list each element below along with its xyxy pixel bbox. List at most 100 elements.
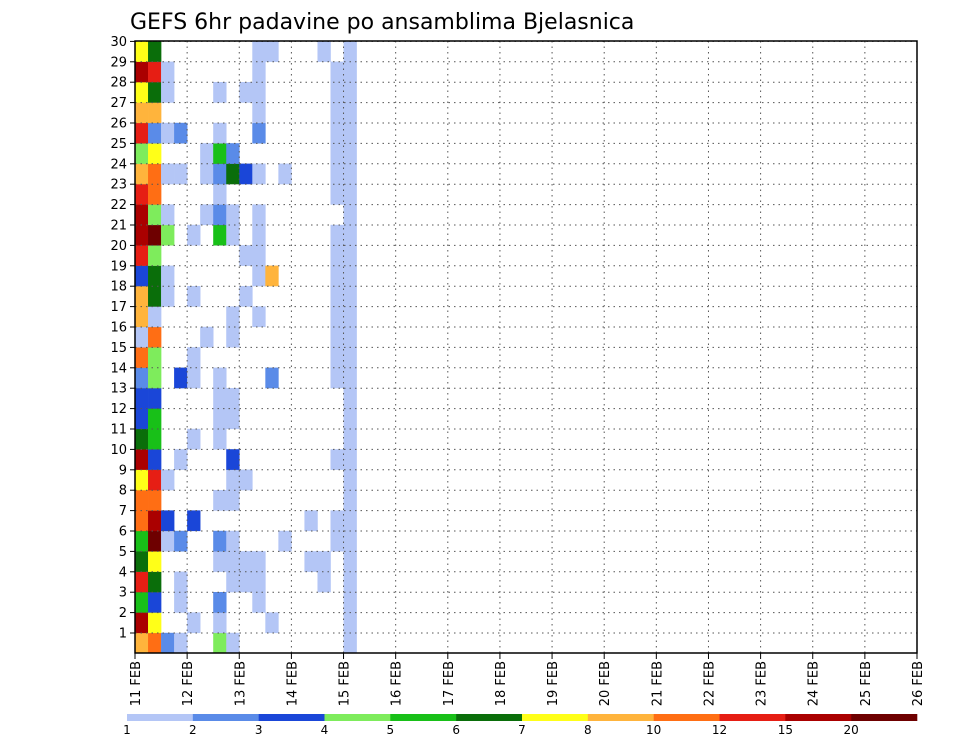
heatmap-cell [239,245,253,266]
heatmap-cell [226,204,240,226]
heatmap-cell [213,143,227,164]
heatmap-cell [265,41,279,62]
heatmap-cell [148,612,162,634]
heatmap-cell [343,408,357,430]
heatmap-cell [343,428,357,450]
heatmap-cell [161,286,175,307]
y-tick-label: 10 [110,443,127,458]
heatmap-cell [330,224,344,246]
x-tick-label: 17 FEB [442,661,457,706]
heatmap-cell [148,41,162,62]
heatmap-cell [213,224,227,246]
heatmap-cell [161,510,175,532]
heatmap-cell [343,612,357,634]
heatmap-cell [135,82,149,103]
heatmap-cell [226,306,240,328]
heatmap-cell [343,224,357,246]
colorbar-label: 1 [123,723,131,737]
heatmap-cell [252,245,266,266]
heatmap-cell [213,367,227,389]
heatmap-cell [135,510,149,532]
colorbar-swatch [587,714,654,721]
y-tick-label: 23 [110,178,127,193]
heatmap-cell [330,326,344,348]
heatmap-cell [252,163,266,185]
heatmap-cell [135,184,149,205]
heatmap-cell [213,163,227,185]
heatmap-cell [330,265,344,287]
heatmap-cell [148,245,162,266]
y-tick-label: 14 [110,361,127,376]
y-tick-label: 15 [110,341,127,356]
heatmap-cell [135,347,149,368]
heatmap-cell [239,469,253,491]
heatmap-cell [330,347,344,368]
y-tick-label: 19 [110,259,127,274]
x-tick-label: 25 FEB [859,661,874,706]
heatmap-cell [226,163,240,185]
y-tick-label: 4 [119,565,127,580]
heatmap-cell [343,551,357,572]
colorbar-label: 6 [452,723,460,737]
heatmap-cell [330,286,344,307]
heatmap-cell [148,265,162,287]
heatmap-cell [161,122,175,144]
heatmap-cell [226,388,240,409]
y-tick-label: 26 [110,117,127,132]
heatmap-cell [265,367,279,389]
y-tick-label: 2 [119,606,127,621]
colorbar: 1 2 3 4 5 6 7 8 10 12 15 20 [123,714,918,737]
heatmap-cell [200,163,214,185]
heatmap-cell [330,163,344,185]
heatmap-cell [135,102,149,124]
chart-title: GEFS 6hr padavine po ansamblima Bjelasni… [130,10,634,35]
heatmap-cell [148,204,162,226]
heatmap-cell [148,61,162,83]
heatmap-cell [148,347,162,368]
x-tick-label: 14 FEB [285,661,300,706]
heatmap-cell [252,306,266,328]
heatmap-cell [148,428,162,450]
colorbar-label: 4 [321,723,329,737]
heatmap-cell [252,592,266,613]
colorbar-label: 2 [189,723,197,737]
heatmap-cell [317,551,331,572]
heatmap-cell [174,530,188,552]
heatmap-cell [343,367,357,389]
heatmap-cell [343,326,357,348]
colorbar-label: 8 [584,723,592,737]
heatmap-cell [330,510,344,532]
y-tick-label: 3 [119,586,127,601]
heatmap-cell [252,82,266,103]
heatmap-cell [330,367,344,389]
heatmap-cell [317,571,331,593]
heatmap-cell [174,449,188,470]
heatmap-cell [148,102,162,124]
heatmap-cell [252,102,266,124]
colorbar-swatch [390,714,457,721]
heatmap-cell [135,224,149,246]
y-tick-label: 28 [110,76,127,91]
heatmap-cell [213,82,227,103]
heatmap-cell [330,122,344,144]
heatmap-cell [148,551,162,572]
colorbar-swatch [785,714,852,721]
y-tick-label: 22 [110,198,127,213]
heatmap-cell [161,469,175,491]
heatmap-cell [343,245,357,266]
x-tick-label: 20 FEB [598,661,613,706]
heatmap-cell [135,326,149,348]
heatmap-cell [317,41,331,62]
heatmap-cell [265,612,279,634]
heatmap-cell [213,184,227,205]
heatmap-cell [161,163,175,185]
heatmap-cell [213,530,227,552]
x-tick-label: 12 FEB [181,661,196,706]
colorbar-label: 20 [844,723,859,737]
colorbar-swatch [719,714,786,721]
heatmap-cell [226,449,240,470]
heatmap-cell [135,408,149,430]
heatmap-cell [343,286,357,307]
heatmap-cell [148,286,162,307]
